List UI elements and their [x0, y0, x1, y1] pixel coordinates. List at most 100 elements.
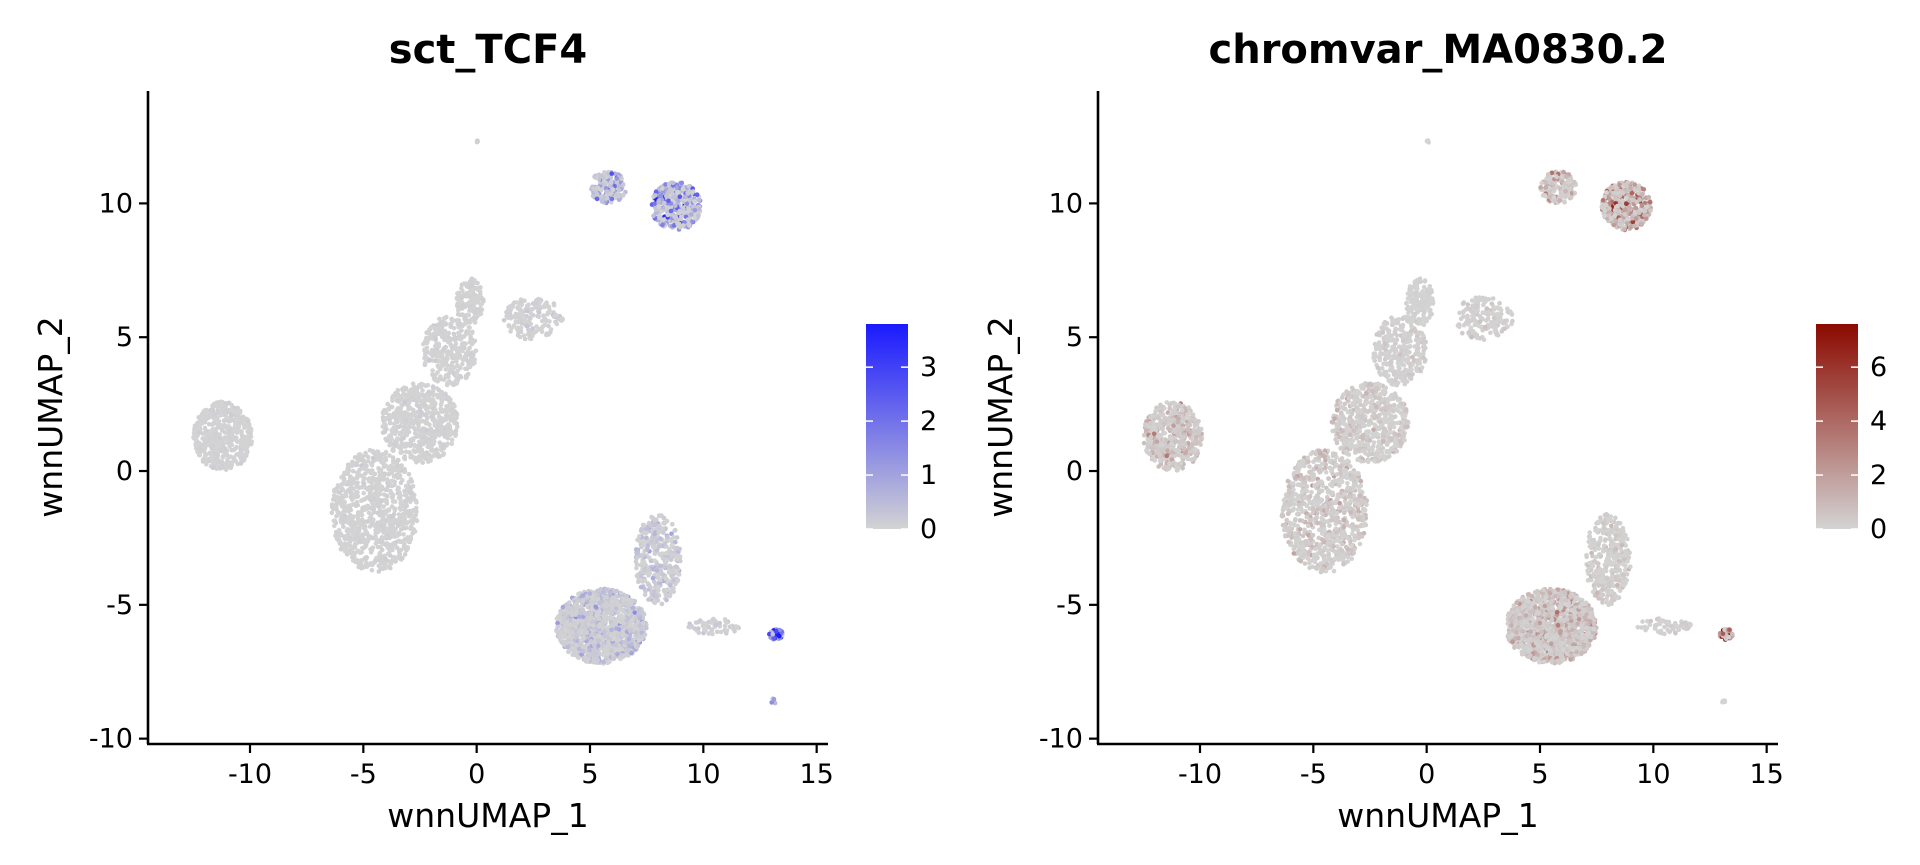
- cell-point: [387, 453, 392, 458]
- cell-point: [602, 629, 607, 635]
- cell-point: [599, 199, 605, 204]
- cell-point: [679, 214, 684, 220]
- x-axis-label: wnnUMAP_1: [387, 796, 588, 835]
- cell-point: [614, 180, 620, 185]
- cell-point: [581, 635, 586, 641]
- cell-point: [214, 449, 220, 454]
- cell-point: [537, 327, 542, 332]
- cell-point: [586, 622, 591, 627]
- cell-point: [645, 544, 650, 549]
- cell-point: [542, 302, 547, 308]
- cell-point: [231, 447, 236, 453]
- chart-title: sct_TCF4: [389, 27, 587, 73]
- cell-point: [580, 598, 586, 604]
- cell-point: [519, 302, 525, 308]
- cell-point: [601, 659, 606, 665]
- cell-point: [596, 633, 602, 639]
- cell-point: [580, 622, 585, 628]
- cell-point: [218, 464, 223, 469]
- cell-point: [554, 628, 559, 634]
- cell-point: [210, 408, 216, 414]
- cell-point: [559, 640, 564, 645]
- cell-point: [238, 461, 244, 466]
- cell-point: [208, 412, 213, 418]
- cell-point: [425, 431, 431, 437]
- cell-point: [650, 566, 656, 572]
- cell-point: [379, 539, 384, 545]
- cell-point: [575, 619, 580, 624]
- cell-point: [242, 456, 247, 462]
- cell-point: [200, 412, 205, 418]
- cell-point: [467, 331, 473, 336]
- cell-point: [394, 419, 399, 424]
- cell-point: [661, 515, 666, 521]
- cell-point: [654, 594, 659, 600]
- cell-point: [386, 472, 391, 477]
- cell-point: [386, 551, 391, 556]
- cell-point: [430, 384, 436, 389]
- cell-point: [222, 445, 227, 451]
- cell-point: [589, 606, 595, 612]
- cell-point: [557, 615, 562, 621]
- y-tick-label: 10: [99, 188, 133, 219]
- cell-point: [379, 487, 384, 492]
- cell-point: [228, 465, 234, 471]
- cell-point: [366, 458, 371, 464]
- cell-point: [609, 648, 615, 654]
- cell-point: [530, 301, 536, 306]
- cell-point: [393, 520, 399, 525]
- cell-point: [434, 392, 440, 398]
- cell-point: [430, 438, 436, 444]
- cell-point: [396, 485, 401, 491]
- cell-point: [478, 291, 483, 297]
- cell-point: [640, 560, 646, 566]
- cell-point: [578, 604, 584, 609]
- cell-point: [449, 363, 454, 368]
- cell-point: [628, 627, 633, 633]
- cell-point: [357, 539, 363, 544]
- cell-point: [351, 530, 356, 536]
- cell-point: [332, 523, 337, 529]
- cell-point: [398, 406, 404, 411]
- cell-point: [577, 608, 583, 614]
- cell-point: [600, 643, 605, 649]
- cell-point: [585, 612, 591, 617]
- cell-point: [616, 197, 622, 203]
- cell-point: [448, 350, 453, 355]
- cell-point: [513, 315, 518, 320]
- cell-point: [655, 585, 661, 590]
- cell-point: [597, 622, 602, 627]
- cell-point: [396, 489, 402, 495]
- cell-point: [370, 506, 375, 512]
- cell-point: [452, 353, 457, 359]
- cell-point: [238, 446, 243, 452]
- cell-point: [647, 571, 652, 576]
- cell-point: [603, 586, 609, 592]
- cell-point: [416, 396, 422, 402]
- cell-point: [592, 647, 597, 652]
- cell-point: [378, 470, 383, 476]
- cell-point: [441, 377, 447, 382]
- cell-point: [642, 578, 648, 584]
- cell-point: [656, 204, 661, 209]
- cell-point: [345, 462, 351, 468]
- cell-point: [610, 602, 616, 607]
- cell-point: [677, 546, 682, 552]
- cell-point: [202, 430, 208, 436]
- cell-point: [694, 192, 700, 197]
- cell-point: [423, 456, 429, 461]
- cell-point: [637, 534, 642, 539]
- cell-point: [370, 455, 376, 461]
- cell-point: [394, 545, 400, 551]
- cell-point: [217, 432, 222, 437]
- cell-point: [366, 479, 372, 484]
- cell-point: [409, 479, 415, 484]
- cell-point: [454, 318, 460, 324]
- cell-point: [609, 171, 614, 176]
- cell-point: [565, 610, 571, 615]
- cell-point: [668, 208, 674, 214]
- cell-point: [647, 555, 652, 561]
- cell-point: [361, 481, 367, 487]
- cell-point: [342, 513, 348, 519]
- cell-point: [338, 531, 344, 537]
